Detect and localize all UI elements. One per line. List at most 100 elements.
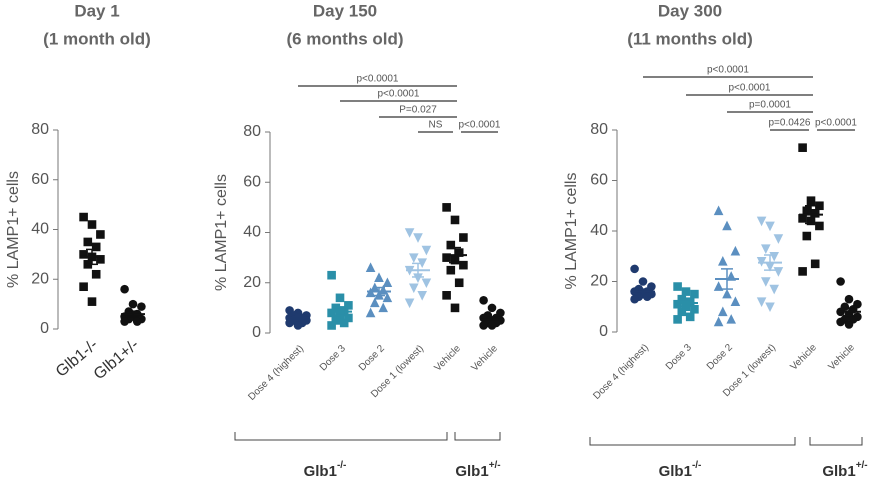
- dot: [450, 303, 460, 313]
- y-tick-label: 20: [590, 273, 608, 290]
- dot: [446, 265, 456, 275]
- dot: [479, 296, 488, 305]
- significance-label: p<0.0001: [815, 118, 857, 129]
- dot: [773, 267, 784, 277]
- group-name: Glb1: [659, 463, 692, 480]
- dot: [726, 314, 736, 324]
- y-axis-label: % LAMP1+ cells: [213, 174, 230, 291]
- dot: [756, 216, 767, 227]
- dot: [327, 308, 336, 318]
- dot: [331, 316, 341, 325]
- dot: [761, 277, 771, 287]
- group-bracket: [454, 432, 501, 441]
- dot: [844, 320, 854, 329]
- dot: [450, 215, 460, 225]
- chart-title: (11 months old): [627, 29, 753, 48]
- x-tick-label: Vehicle: [826, 342, 857, 373]
- group-genotype: +/-: [856, 460, 868, 471]
- chart-title: Day 1: [74, 1, 119, 20]
- y-tick-label: 80: [590, 121, 608, 138]
- dot: [96, 230, 105, 239]
- dot: [83, 237, 93, 247]
- dot: [802, 206, 812, 216]
- dot: [722, 288, 732, 299]
- sem-bar: [334, 307, 346, 317]
- dot: [120, 284, 129, 294]
- sem-bar: [764, 254, 776, 271]
- dot: [382, 277, 393, 288]
- significance-label: p=0.0001: [749, 100, 791, 111]
- dot: [836, 317, 845, 327]
- dot: [442, 253, 451, 262]
- dot: [722, 220, 732, 231]
- y-axis-label: % LAMP1+ cells: [5, 171, 22, 288]
- dot: [765, 221, 775, 232]
- dot: [673, 282, 682, 291]
- dot: [630, 294, 639, 304]
- dot: [673, 299, 682, 309]
- significance-label: p<0.0001: [378, 89, 420, 100]
- x-tick-label: Dose 2: [705, 342, 735, 372]
- dot: [413, 233, 423, 243]
- dot: [404, 228, 415, 238]
- dot: [365, 262, 376, 272]
- group-bracket: [589, 437, 796, 446]
- dot: [761, 244, 771, 254]
- dot: [459, 260, 468, 270]
- x-tick-label: Dose 2: [357, 343, 387, 373]
- y-tick-label: 40: [31, 221, 49, 238]
- dot: [327, 321, 336, 330]
- dot: [638, 277, 648, 286]
- significance-label: NS: [429, 120, 443, 131]
- group-bracket: [809, 437, 863, 446]
- significance-label: p<0.0001: [459, 120, 501, 131]
- y-tick-label: 80: [31, 121, 49, 138]
- sem-bar: [637, 288, 649, 295]
- dot: [413, 273, 423, 284]
- dot: [718, 306, 728, 317]
- y-tick-label: 60: [243, 173, 261, 190]
- sem-bar: [486, 316, 498, 322]
- dot: [713, 316, 724, 327]
- x-tick-label: Dose 4 (highest): [591, 342, 651, 402]
- dot: [327, 270, 336, 280]
- group-genotype: -/-: [692, 460, 701, 471]
- dot: [344, 301, 353, 310]
- dot: [773, 234, 784, 244]
- dot: [79, 282, 88, 292]
- dot: [382, 292, 393, 303]
- dot: [798, 214, 807, 223]
- dot: [339, 318, 349, 328]
- dot: [677, 307, 687, 317]
- x-tick-label: Dose 3: [318, 343, 348, 373]
- group-label: Glb1-/-: [659, 460, 702, 480]
- chart-title: (1 month old): [43, 29, 151, 48]
- dot: [442, 291, 451, 300]
- dot: [730, 296, 741, 306]
- dot: [96, 255, 105, 264]
- dot: [132, 317, 142, 326]
- group-name: Glb1: [304, 463, 337, 480]
- group-label: Glb1+/-: [822, 460, 867, 480]
- dot: [769, 284, 779, 295]
- group-label: Glb1-/-: [304, 460, 347, 480]
- dot: [79, 212, 88, 222]
- dot: [365, 307, 376, 318]
- dot: [479, 321, 488, 330]
- dot: [404, 298, 415, 309]
- chart-title: Day 300: [658, 1, 722, 20]
- sem-bar: [127, 310, 139, 318]
- dot: [454, 278, 464, 288]
- dot: [374, 272, 384, 283]
- dot: [335, 293, 345, 303]
- group-label: Glb1+/-: [455, 460, 500, 480]
- dot: [765, 302, 775, 313]
- dot: [293, 321, 303, 330]
- dot: [285, 318, 294, 328]
- significance-label: p<0.0001: [707, 65, 749, 76]
- dot: [344, 313, 353, 323]
- dot: [806, 196, 816, 205]
- dot: [810, 259, 820, 269]
- group-genotype: -/-: [337, 460, 346, 471]
- chart-title: Day 150: [313, 1, 377, 20]
